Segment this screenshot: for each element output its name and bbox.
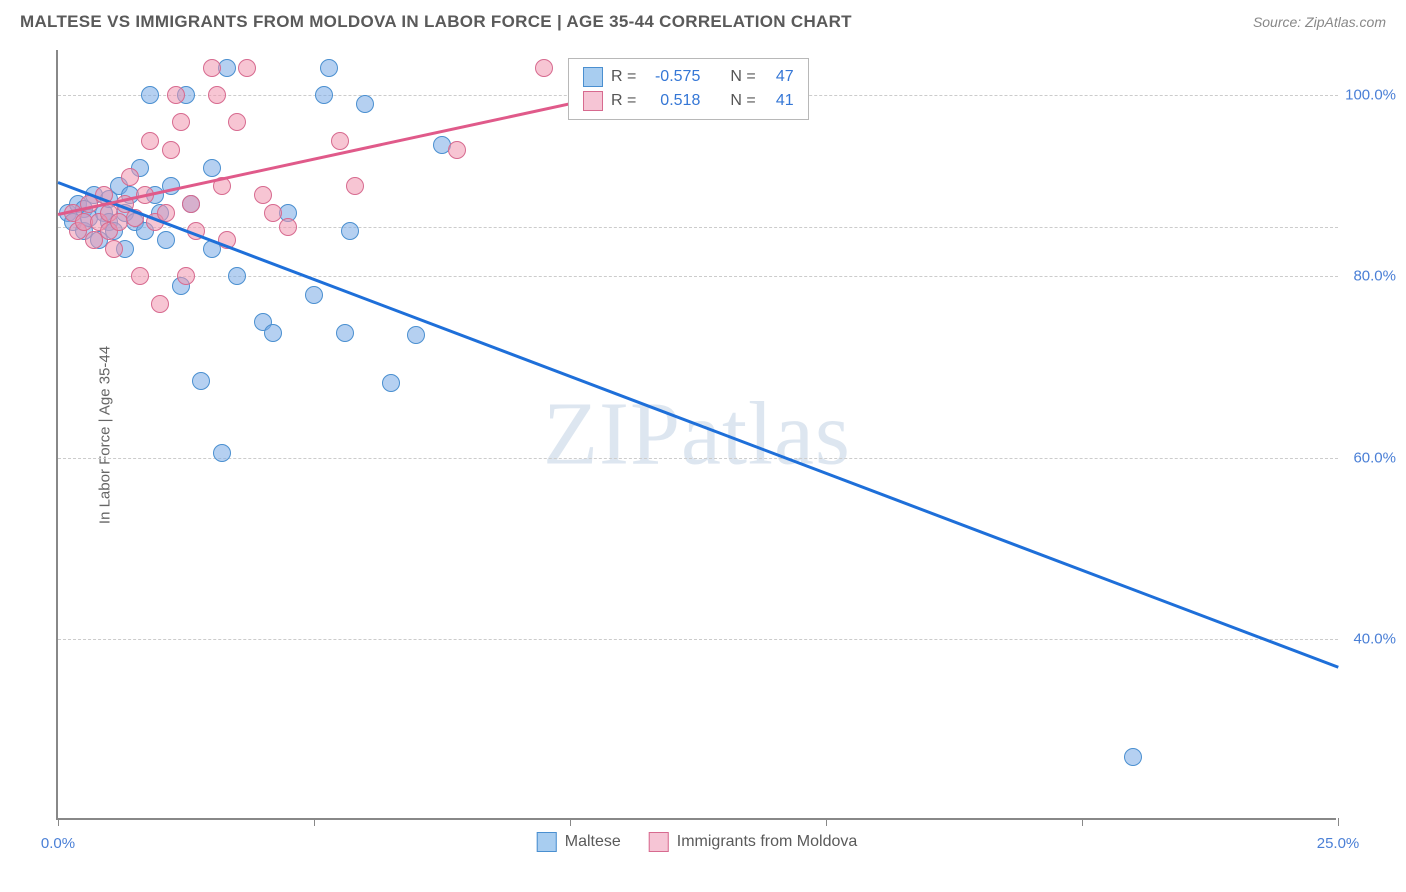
- scatter-point: [151, 295, 169, 313]
- stat-value-n: 47: [764, 68, 794, 86]
- scatter-point: [121, 168, 139, 186]
- x-tick-label: 0.0%: [41, 835, 75, 852]
- source-attribution: Source: ZipAtlas.com: [1253, 14, 1386, 30]
- gridline-h: [58, 639, 1338, 640]
- scatter-point: [341, 222, 359, 240]
- legend-item: Immigrants from Moldova: [649, 832, 858, 852]
- x-tick: [570, 818, 571, 826]
- stat-value-r: -0.575: [644, 68, 700, 86]
- x-tick: [58, 818, 59, 826]
- x-tick: [1338, 818, 1339, 826]
- chart-header: MALTESE VS IMMIGRANTS FROM MOLDOVA IN LA…: [0, 0, 1406, 40]
- gridline-h: [58, 276, 1338, 277]
- legend-label: Immigrants from Moldova: [677, 833, 858, 851]
- stat-label-n: N =: [730, 68, 755, 86]
- scatter-point: [448, 141, 466, 159]
- scatter-point: [346, 177, 364, 195]
- gridline-h: [58, 458, 1338, 459]
- scatter-point: [167, 86, 185, 104]
- stats-legend-row: R = -0.575 N = 47: [583, 65, 794, 89]
- scatter-point: [1124, 748, 1142, 766]
- stat-label-n: N =: [730, 92, 755, 110]
- scatter-point: [535, 59, 553, 77]
- stat-value-n: 41: [764, 92, 794, 110]
- scatter-point: [331, 132, 349, 150]
- scatter-point: [208, 86, 226, 104]
- scatter-point: [238, 59, 256, 77]
- scatter-point: [105, 240, 123, 258]
- scatter-point: [213, 444, 231, 462]
- scatter-point: [192, 372, 210, 390]
- legend-swatch-icon: [537, 832, 557, 852]
- scatter-point: [228, 267, 246, 285]
- scatter-point: [279, 218, 297, 236]
- scatter-point: [254, 186, 272, 204]
- series-legend: Maltese Immigrants from Moldova: [537, 832, 858, 852]
- stats-legend-row: R = 0.518 N = 41: [583, 89, 794, 113]
- scatter-point: [264, 204, 282, 222]
- trend-line: [57, 181, 1338, 668]
- scatter-point: [141, 86, 159, 104]
- y-tick-label: 40.0%: [1341, 630, 1396, 647]
- stat-value-r: 0.518: [644, 92, 700, 110]
- scatter-point: [182, 195, 200, 213]
- scatter-point: [203, 59, 221, 77]
- scatter-point: [315, 86, 333, 104]
- x-tick-label: 25.0%: [1317, 835, 1360, 852]
- legend-item: Maltese: [537, 832, 621, 852]
- x-tick: [314, 818, 315, 826]
- stat-label-r: R =: [611, 68, 636, 86]
- scatter-point: [305, 286, 323, 304]
- x-tick: [826, 818, 827, 826]
- legend-swatch-icon: [583, 91, 603, 111]
- scatter-point: [320, 59, 338, 77]
- scatter-point: [157, 231, 175, 249]
- scatter-point: [172, 113, 190, 131]
- scatter-point: [141, 132, 159, 150]
- scatter-point: [356, 95, 374, 113]
- scatter-point: [382, 374, 400, 392]
- chart-area: In Labor Force | Age 35-44 ZIPatlas 40.0…: [56, 50, 1376, 820]
- legend-label: Maltese: [565, 833, 621, 851]
- y-tick-label: 100.0%: [1341, 87, 1396, 104]
- stat-label-r: R =: [611, 92, 636, 110]
- scatter-point: [177, 267, 195, 285]
- stats-legend: R = -0.575 N = 47 R = 0.518 N = 41: [568, 58, 809, 120]
- y-tick-label: 80.0%: [1341, 268, 1396, 285]
- x-tick: [1082, 818, 1083, 826]
- chart-title: MALTESE VS IMMIGRANTS FROM MOLDOVA IN LA…: [20, 12, 852, 32]
- scatter-point: [162, 141, 180, 159]
- scatter-point: [131, 267, 149, 285]
- legend-swatch-icon: [583, 67, 603, 87]
- y-tick-label: 60.0%: [1341, 449, 1396, 466]
- watermark: ZIPatlas: [543, 383, 851, 486]
- gridline-h: [58, 227, 1338, 228]
- scatter-point: [218, 59, 236, 77]
- scatter-plot: ZIPatlas 40.0%60.0%80.0%100.0%0.0%25.0%R…: [56, 50, 1336, 820]
- scatter-point: [264, 324, 282, 342]
- scatter-point: [336, 324, 354, 342]
- legend-swatch-icon: [649, 832, 669, 852]
- scatter-point: [203, 159, 221, 177]
- scatter-point: [407, 326, 425, 344]
- scatter-point: [228, 113, 246, 131]
